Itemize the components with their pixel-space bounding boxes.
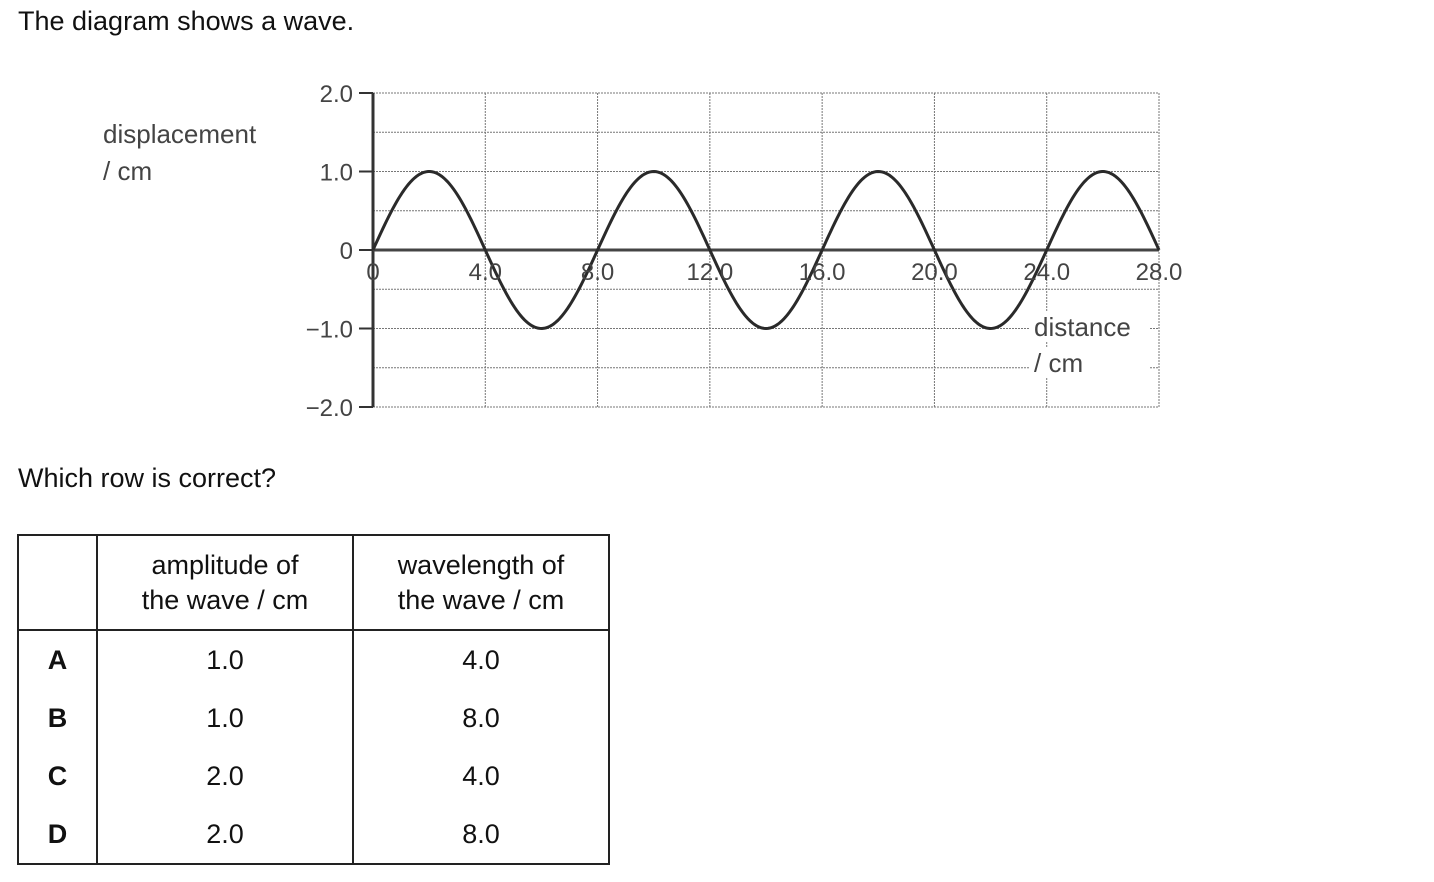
amplitude-value: 2.0	[97, 747, 354, 805]
header-amplitude-line-2: the wave / cm	[141, 584, 309, 615]
y-tick-label: −2.0	[306, 395, 353, 422]
x-tick-label: 8.0	[581, 259, 614, 286]
y-tick-label: 1.0	[320, 160, 353, 187]
wave-chart: 2.0 1.0 0 −1.0 −2.0 0 4.0 8.0 12.0 16.0 20.0 24.0 28…	[103, 81, 1183, 422]
chart-tick-labels: 2.0 1.0 0 −1.0 −2.0 0 4.0 8.0 12.0 16.0 20.0 24.0 28…	[306, 81, 1183, 422]
x-axis-label: / cm	[1034, 348, 1083, 378]
chart-series	[371, 169, 1161, 331]
y-axis-label: displacement	[103, 119, 257, 149]
row-label: D	[18, 805, 98, 864]
table-row: C 2.0 4.0	[18, 747, 609, 805]
x-tick-label: 16.0	[799, 259, 846, 286]
header-wavelength: wavelength of the wave / cm	[353, 535, 609, 631]
table-row: B 1.0 8.0	[18, 689, 609, 747]
y-tick-label: −1.0	[306, 317, 353, 344]
x-tick-label: 20.0	[911, 259, 958, 286]
table-header-row: amplitude of the wave / cm wavelength of…	[18, 535, 609, 631]
amplitude-value: 2.0	[97, 805, 354, 864]
answer-table: amplitude of the wave / cm wavelength of…	[17, 534, 610, 865]
row-label: A	[18, 630, 98, 689]
x-tick-label: 28.0	[1136, 259, 1183, 286]
question-text: Which row is correct?	[18, 463, 277, 493]
wavelength-value: 4.0	[462, 644, 500, 675]
x-axis-label: distance	[1034, 312, 1131, 342]
wavelength-value: 4.0	[462, 760, 500, 791]
amplitude-value: 1.0	[97, 630, 354, 689]
x-axis-label-backdrop	[1030, 312, 1150, 342]
amplitude-value: 1.0	[97, 689, 354, 747]
header-amplitude: amplitude of the wave / cm	[97, 535, 354, 631]
row-label: B	[18, 689, 98, 747]
wavelength-value: 8.0	[462, 702, 500, 733]
wave-curve	[371, 169, 1161, 331]
wavelength-value: 8.0	[462, 818, 500, 849]
x-tick-label: 0	[366, 259, 379, 286]
header-wavelength-line-1: wavelength of	[397, 549, 565, 580]
header-amplitude-line-1: amplitude of	[151, 549, 299, 580]
header-wavelength-line-2: the wave / cm	[397, 584, 565, 615]
intro-text: The diagram shows a wave.	[18, 6, 355, 36]
x-tick-label: 24.0	[1023, 259, 1070, 286]
table-row: D 2.0 8.0	[18, 805, 609, 864]
row-label: C	[18, 747, 98, 805]
y-axis-label: / cm	[103, 156, 152, 186]
x-tick-label: 4.0	[469, 259, 502, 286]
x-axis-label-backdrop	[1030, 348, 1150, 378]
y-tick-label: 2.0	[320, 81, 353, 108]
chart-axis-labels: displacement / cm distance / cm	[103, 119, 1150, 378]
header-blank	[18, 535, 98, 631]
x-tick-label: 12.0	[686, 259, 733, 286]
table-row: A 1.0 4.0	[18, 630, 609, 689]
y-tick-label: 0	[340, 238, 353, 265]
